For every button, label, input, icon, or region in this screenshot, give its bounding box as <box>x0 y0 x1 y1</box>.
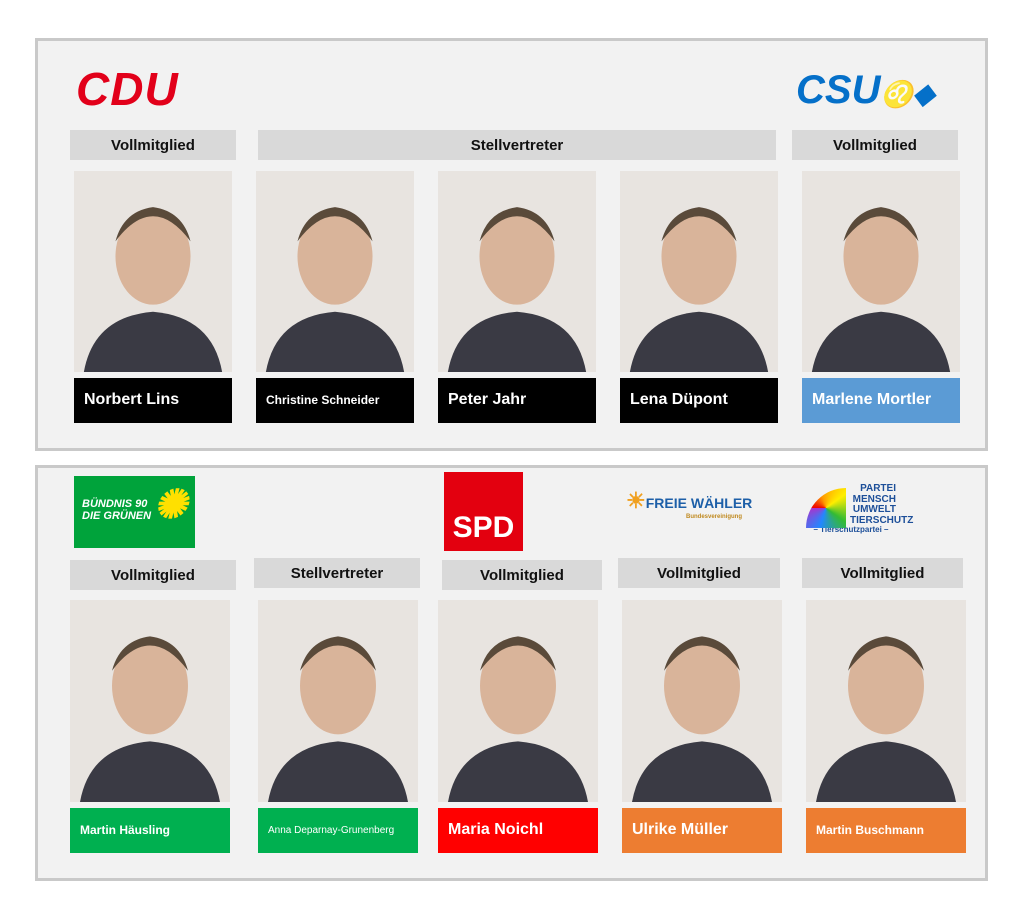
member-photo <box>70 600 230 802</box>
cdu-logo: CDU <box>76 63 179 115</box>
member-name: Peter Jahr <box>438 378 596 423</box>
member-photo <box>620 171 778 372</box>
diamond-icon: ◆ <box>912 78 935 109</box>
member-name: Norbert Lins <box>74 378 232 423</box>
member-name: Martin Häusling <box>70 808 230 853</box>
role-label-vollmitglied: Vollmitglied <box>442 560 602 590</box>
sunflower-icon: ✺ <box>153 483 187 527</box>
member-photo <box>74 171 232 372</box>
member-name: Christine Schneider <box>256 378 414 423</box>
tierschutz-logo: PARTEI MENSCH UMWELT TIERSCHUTZ – Tiersch… <box>806 483 913 534</box>
member-name: Anna Deparnay-Grunenberg <box>258 808 418 853</box>
role-label-stellvertreter: Stellvertreter <box>258 130 776 160</box>
sun-icon: ☀ <box>626 488 646 513</box>
member-name: Lena Düpont <box>620 378 778 423</box>
gruene-text: BÜNDNIS 90 DIE GRÜNEN <box>82 498 152 522</box>
role-label-vollmitglied: Vollmitglied <box>70 130 236 160</box>
member-photo <box>438 171 596 372</box>
csu-logo: CSU♌◆ <box>796 68 934 113</box>
member-photo <box>806 600 966 802</box>
member-name: Maria Noichl <box>438 808 598 853</box>
spd-logo: SPD <box>444 472 523 551</box>
freie-waehler-logo: ☀FREIE WÄHLER Bundesvereinigung <box>626 488 753 520</box>
role-label-stellvertreter: Stellvertreter <box>254 558 420 588</box>
member-photo <box>622 600 782 802</box>
member-photo <box>258 600 418 802</box>
role-label-vollmitglied: Vollmitglied <box>802 558 963 588</box>
member-photo <box>256 171 414 372</box>
member-name: Ulrike Müller <box>622 808 782 853</box>
role-label-vollmitglied: Vollmitglied <box>618 558 780 588</box>
lion-icon: ♌ <box>880 79 913 109</box>
member-name: Martin Buschmann <box>806 808 966 853</box>
role-label-vollmitglied: Vollmitglied <box>792 130 958 160</box>
csu-text: CSU <box>796 68 881 112</box>
member-photo <box>438 600 598 802</box>
member-photo <box>802 171 960 372</box>
member-name: Marlene Mortler <box>802 378 960 423</box>
gruene-logo: BÜNDNIS 90 DIE GRÜNEN ✺ <box>74 476 195 548</box>
role-label-vollmitglied: Vollmitglied <box>70 560 236 590</box>
